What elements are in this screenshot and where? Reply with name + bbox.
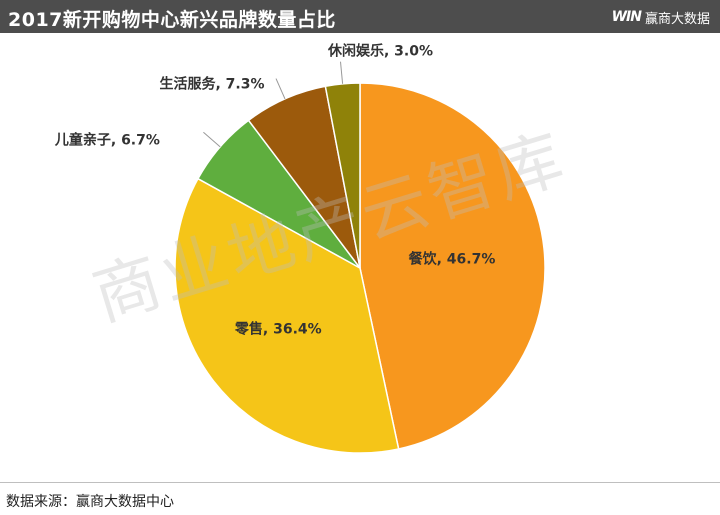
pie-chart: 餐饮, 46.7% 零售, 36.4% 儿童亲子, 6.7% 生活服务, 7.3% 休闲…: [54, 43, 546, 454]
pie-slice-5: [324, 82, 361, 269]
title-bar: 2017新开购物中心新兴品牌数量占比 WIN 赢商大数据: [0, 0, 720, 33]
slice-label-5: 休闲娱乐, 3.0%: [327, 43, 433, 60]
leader-line-5: [340, 61, 344, 84]
pie-slice-1: [359, 82, 546, 450]
brand: WIN 赢商大数据: [612, 7, 710, 27]
chart-area: 餐饮, 46.7% 零售, 36.4% 儿童亲子, 6.7% 生活服务, 7.3% 休闲…: [0, 33, 720, 482]
chart-title: 2017新开购物中心新兴品牌数量占比: [8, 9, 336, 31]
slice-label-1: 餐饮, 46.7%: [408, 250, 496, 267]
footer: 数据来源：赢商大数据中心: [0, 482, 720, 515]
leader-line-4: [275, 78, 286, 100]
slice-label-2: 零售, 36.4%: [234, 321, 322, 338]
leader-line-3: [203, 131, 221, 148]
slice-label-3: 儿童亲子, 6.7%: [54, 131, 160, 148]
slice-label-4: 生活服务, 7.3%: [159, 76, 264, 93]
brand-logo-icon: WIN: [611, 9, 642, 25]
source-note: 数据来源：赢商大数据中心: [6, 494, 174, 510]
brand-name: 赢商大数据: [644, 11, 710, 27]
pie-slice-2: [174, 177, 400, 454]
